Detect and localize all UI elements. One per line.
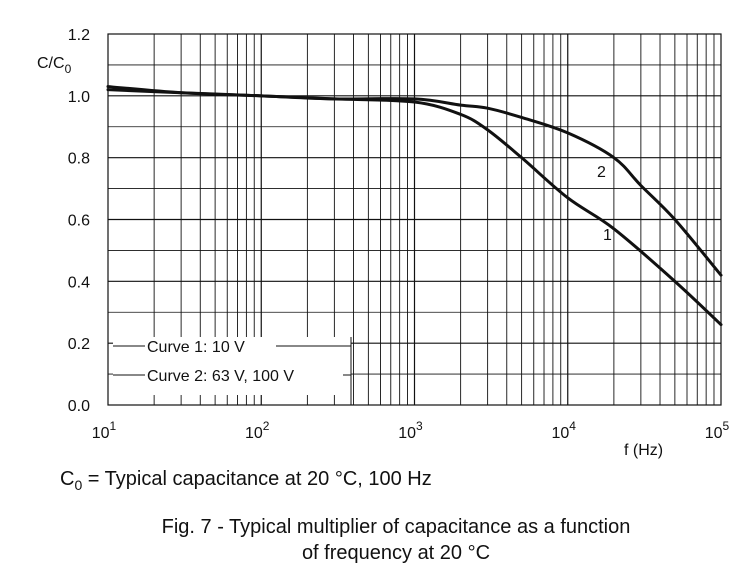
footnote-subscript: 0 xyxy=(74,477,83,493)
y-tick-label: 0.6 xyxy=(68,213,90,230)
x-tick-label: 101 xyxy=(92,419,117,442)
y-tick-label: 0.0 xyxy=(68,398,90,415)
caption-line-2: of frequency at 20 °C xyxy=(301,542,491,564)
x-tick-label: 105 xyxy=(705,419,730,442)
series-label-2: 2 xyxy=(597,164,606,181)
legend-entry-1: Curve 1: 10 V xyxy=(147,339,245,356)
legend-box: Curve 1: 10 V Curve 2: 63 V, 100 V xyxy=(113,337,352,405)
footnote-text: = Typical capacitance at 20 °C, 100 Hz xyxy=(82,468,432,490)
series-label-1: 1 xyxy=(603,227,612,244)
x-tick-label: 104 xyxy=(552,419,577,442)
legend-entry-2: Curve 2: 63 V, 100 V xyxy=(147,368,294,385)
plot-frame xyxy=(107,33,722,406)
y-tick-label: 0.2 xyxy=(68,336,90,353)
caption-line-1: Fig. 7 - Typical multiplier of capacitan… xyxy=(161,516,631,538)
x-tick-label: 102 xyxy=(245,419,270,442)
y-tick-label: 1.0 xyxy=(68,89,90,106)
chart: Curve 1: 10 V Curve 2: 63 V, 100 V 1 2 C/… xyxy=(37,27,730,459)
y-tick-label: 0.4 xyxy=(68,274,90,291)
y-axis-label: C/C0 xyxy=(37,55,72,76)
footnote-symbol: C xyxy=(60,468,75,490)
x-tick-label: 103 xyxy=(398,419,423,442)
series-line-2 xyxy=(106,88,723,277)
y-tick-label: 1.2 xyxy=(68,27,90,44)
footnote: C0 = Typical capacitance at 20 °C, 100 H… xyxy=(60,468,432,493)
x-axis-label: f (Hz) xyxy=(624,442,663,459)
y-tick-label: 0.8 xyxy=(68,151,90,168)
